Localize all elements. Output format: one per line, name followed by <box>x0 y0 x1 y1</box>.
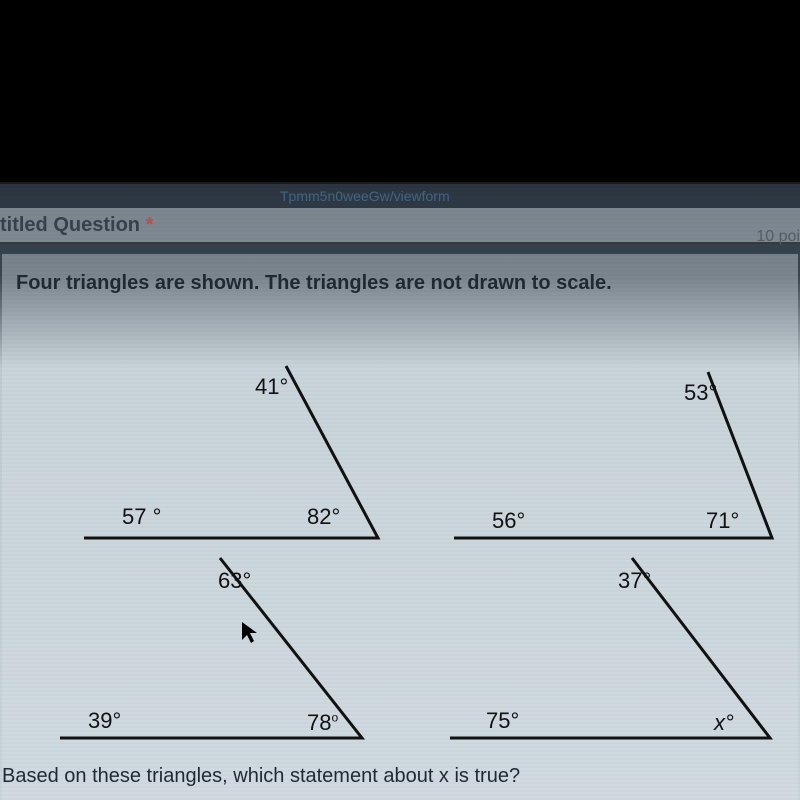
t3-angle-left: 39° <box>88 708 121 734</box>
mouse-cursor-icon <box>240 620 260 650</box>
question-header: titled Question * <box>0 208 800 244</box>
question-prompt: Four triangles are shown. The triangles … <box>16 272 612 295</box>
required-asterisk: * <box>146 214 154 236</box>
header-title-text: titled Question <box>0 214 140 236</box>
url-fragment: Tpmm5n0weeGw/viewform <box>280 184 800 208</box>
t1-angle-left: 57 ° <box>122 504 161 530</box>
question-content: Four triangles are shown. The triangles … <box>2 254 798 800</box>
t2-angle-top: 53° <box>684 380 717 406</box>
t4-angle-right: x° <box>714 710 734 736</box>
t3-angle-right: 78o <box>307 710 338 736</box>
question-footer: Based on these triangles, which statemen… <box>2 765 520 788</box>
t4-angle-top: 37° <box>618 568 651 594</box>
t4-angle-left: 75° <box>486 708 519 734</box>
screen-area: Tpmm5n0weeGw/viewform titled Question * … <box>0 182 800 800</box>
t2-angle-right: 71° <box>706 508 739 534</box>
t3-angle-top: 63° <box>218 568 251 594</box>
t2-angle-left: 56° <box>492 508 525 534</box>
points-label: 10 poi <box>756 228 800 246</box>
t1-angle-right: 82° <box>307 504 340 530</box>
t1-angle-top: 41° <box>255 374 288 400</box>
